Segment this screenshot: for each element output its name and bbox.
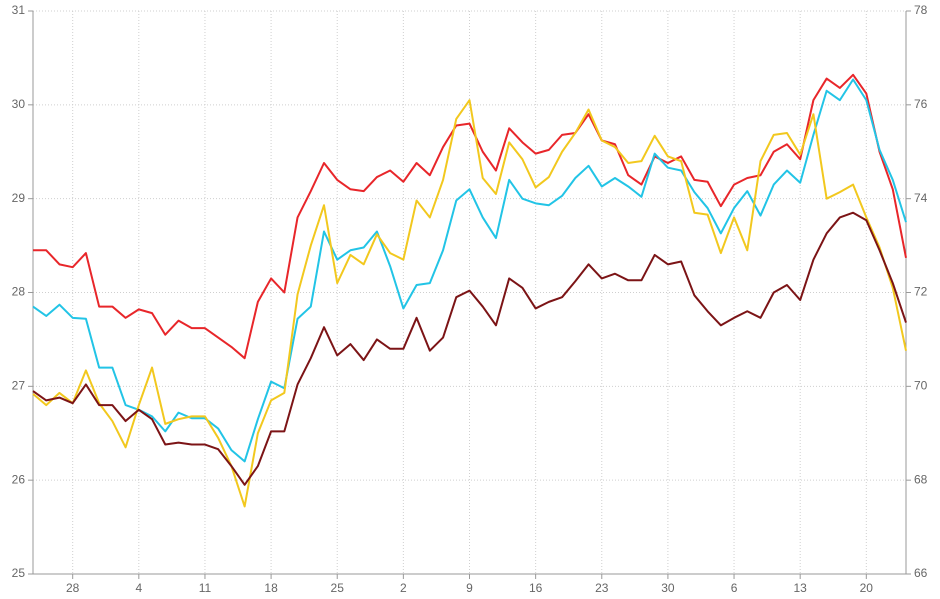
x-tick-label: 11 (199, 581, 212, 595)
series-line (32, 99, 907, 508)
y-tick-label: 30 (12, 97, 26, 111)
x-tick-label: 13 (794, 581, 808, 595)
x-tick-label: 4 (135, 581, 142, 595)
y2-tick-label: 78 (914, 3, 928, 17)
x-tick-label: 2 (400, 581, 407, 595)
y2-tick-label: 72 (914, 285, 928, 299)
x-tick-label: 23 (595, 581, 609, 595)
y-tick-label: 29 (12, 191, 26, 205)
y-tick-label: 26 (12, 472, 26, 486)
y2-tick-label: 74 (914, 191, 928, 205)
y2-tick-label: 66 (914, 566, 928, 580)
series-line (32, 78, 907, 463)
x-tick-label: 18 (264, 581, 278, 595)
x-tick-label: 16 (529, 581, 543, 595)
x-tick-label: 25 (331, 581, 345, 595)
y-tick-label: 28 (12, 285, 26, 299)
y-tick-label: 31 (12, 3, 26, 17)
series-line (33, 73, 907, 360)
x-tick-label: 20 (860, 581, 874, 595)
x-tick-label: 9 (466, 581, 473, 595)
y2-tick-label: 76 (914, 97, 928, 111)
y-tick-label: 25 (12, 566, 26, 580)
x-tick-label: 6 (731, 581, 738, 595)
y-tick-label: 27 (12, 379, 26, 393)
series-line (32, 211, 907, 486)
y2-tick-label: 70 (914, 379, 928, 393)
x-tick-label: 30 (661, 581, 675, 595)
x-tick-label: 28 (66, 581, 80, 595)
y2-tick-label: 68 (914, 472, 928, 486)
